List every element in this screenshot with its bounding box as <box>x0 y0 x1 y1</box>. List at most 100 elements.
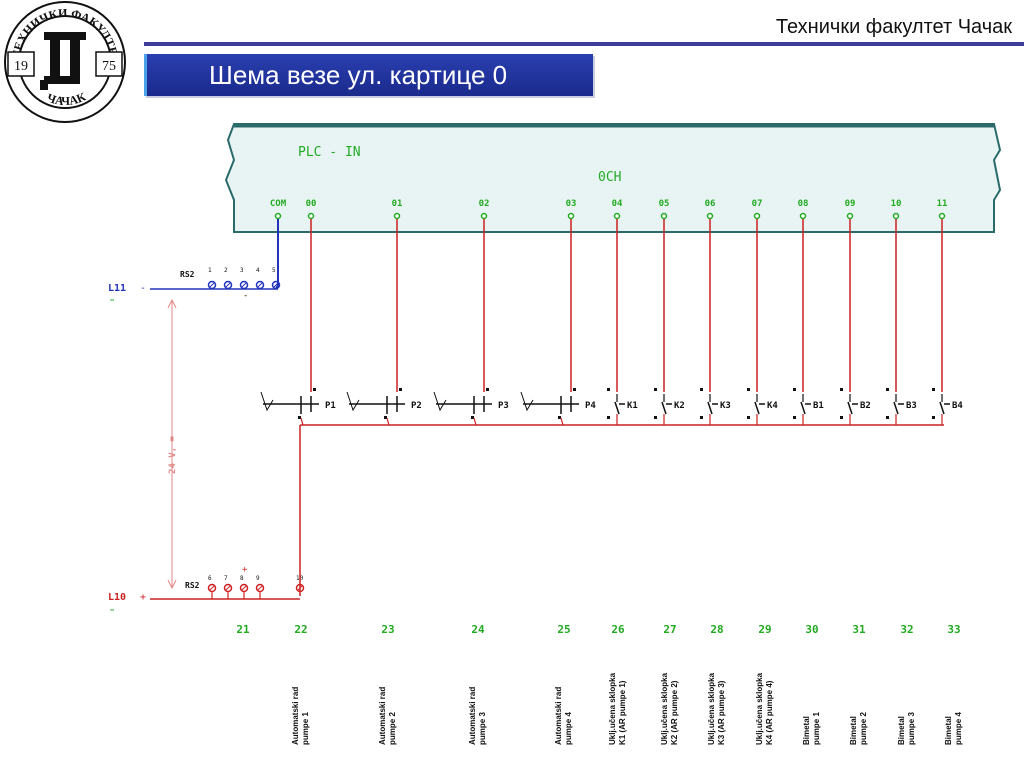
plc-terminal <box>613 212 621 220</box>
terminal-number: 7 <box>224 575 228 582</box>
caption-line1: Bimetal <box>897 716 906 745</box>
caption: Bimetal pumpe 2 <box>849 712 868 745</box>
l11-sign: - <box>140 283 146 294</box>
wire-number: 23 <box>381 623 394 636</box>
l10-sign: + <box>140 592 146 603</box>
terminal-screw <box>255 280 265 290</box>
caption: Automatski rad pumpe 1 <box>291 687 310 745</box>
device-k1: K1 <box>607 388 638 425</box>
device-p2: P2 <box>346 388 422 426</box>
plc-terminal-label: 05 <box>659 199 670 209</box>
terminal-number: 5 <box>272 267 276 274</box>
device-p4: P4 <box>520 388 596 426</box>
plc-terminal-label: 04 <box>612 199 623 209</box>
plc-terminal <box>567 212 575 220</box>
terminal-screw <box>207 583 217 593</box>
plc-terminal-label: 07 <box>752 199 763 209</box>
device-label: B4 <box>952 401 963 411</box>
caption-line1: Uklj.učena sklopka <box>608 672 617 745</box>
caption-line1: Automatski rad <box>468 687 477 745</box>
l10-tag: ⇔ <box>110 606 114 614</box>
terminal-screw <box>239 583 249 593</box>
caption-line2: K4 (AR pumpe 4) <box>765 680 774 745</box>
terminal-number: 9 <box>256 575 260 582</box>
plc-terminal <box>753 212 761 220</box>
caption-line2: pumpe 1 <box>301 712 310 745</box>
caption-line1: Automatski rad <box>554 687 563 745</box>
caption-line2: K2 (AR pumpe 2) <box>670 680 679 745</box>
caption-line2: pumpe 1 <box>812 712 821 745</box>
plc-terminal <box>892 212 900 220</box>
header-rule <box>144 42 1024 46</box>
terminal-number: 4 <box>256 267 260 274</box>
caption-line2: pumpe 4 <box>954 712 963 745</box>
caption-line1: Bimetal <box>944 716 953 745</box>
plc-terminal <box>480 212 488 220</box>
caption-line2: pumpe 2 <box>859 712 868 745</box>
caption-line2: pumpe 4 <box>564 712 573 745</box>
rs2-bottom-label: RS2 <box>185 581 200 590</box>
plc-terminal-label: 00 <box>306 199 317 209</box>
caption-line2: pumpe 3 <box>907 712 916 745</box>
terminal-number: 6 <box>208 575 212 582</box>
device-p3: P3 <box>433 388 509 426</box>
wire-number: 29 <box>758 623 771 636</box>
device-b3: B3 <box>886 388 917 425</box>
rs2-top-label: RS2 <box>180 270 195 279</box>
institution-name: Технички факултет Чачак <box>775 16 1012 38</box>
device-b1: B1 <box>793 388 824 425</box>
caption-line1: Uklj.učena sklopka <box>755 672 764 745</box>
plc-terminal <box>307 212 315 220</box>
wire-number: 21 <box>236 623 250 636</box>
plc-terminal-label: 09 <box>845 199 856 209</box>
wire-number: 25 <box>557 623 570 636</box>
terminal-number: 1 <box>208 267 212 274</box>
caption: Bimetal pumpe 1 <box>802 712 821 745</box>
plc-channel: 0CH <box>598 170 621 185</box>
device-k3: K3 <box>700 388 731 425</box>
device-k4: K4 <box>747 388 778 425</box>
caption-line1: Bimetal <box>802 716 811 745</box>
logo-year-left: 19 <box>14 59 28 74</box>
l11-tag: ⇔ <box>110 296 114 304</box>
plus-mark: + <box>242 565 248 575</box>
plc-terminal <box>799 212 807 220</box>
terminal-screw <box>223 583 233 593</box>
plc-terminal <box>393 212 401 220</box>
device-label: K4 <box>767 401 778 411</box>
device-label: K1 <box>627 401 638 411</box>
plc-terminal-label: 02 <box>479 199 490 209</box>
caption-line1: Uklj.učena sklopka <box>707 672 716 745</box>
monogram-icon <box>40 32 86 90</box>
terminal-number: 3 <box>240 267 244 274</box>
caption: Uklj.učena sklopka K2 (AR pumpe 2) <box>660 672 679 745</box>
wire-number: 28 <box>710 623 723 636</box>
terminal-screw <box>239 280 249 290</box>
device-p1: P1 <box>260 388 336 426</box>
device-b4: B4 <box>932 388 963 425</box>
wire-number: 32 <box>900 623 913 636</box>
device-b2: B2 <box>840 388 871 425</box>
terminal-screw <box>271 280 281 290</box>
wire-number: 22 <box>294 623 307 636</box>
device-label: B3 <box>906 401 917 411</box>
caption: Automatski rad pumpe 2 <box>378 687 397 745</box>
wire-number: 26 <box>611 623 625 636</box>
faculty-logo: ТЕХНИЧКИ ФАКУЛТЕТ ЧАЧАК 19 75 <box>4 1 126 123</box>
plc-terminal <box>846 212 854 220</box>
terminal-number: 8 <box>240 575 244 582</box>
caption-line2: K1 (AR pumpe 1) <box>618 680 627 745</box>
com-wire <box>275 219 279 290</box>
caption: Automatski rad pumpe 3 <box>468 687 487 745</box>
caption-line2: pumpe 3 <box>478 712 487 745</box>
wire-number: 27 <box>663 623 676 636</box>
caption: Uklj.učena sklopka K1 (AR pumpe 1) <box>608 672 627 745</box>
minus-mark: - <box>243 291 248 301</box>
device-label: P2 <box>411 401 422 411</box>
voltage-label: 24 V, = <box>168 435 178 474</box>
wire-number: 24 <box>471 623 485 636</box>
wire-number: 33 <box>947 623 960 636</box>
caption: Bimetal pumpe 3 <box>897 712 916 745</box>
plc-block <box>224 123 1002 233</box>
